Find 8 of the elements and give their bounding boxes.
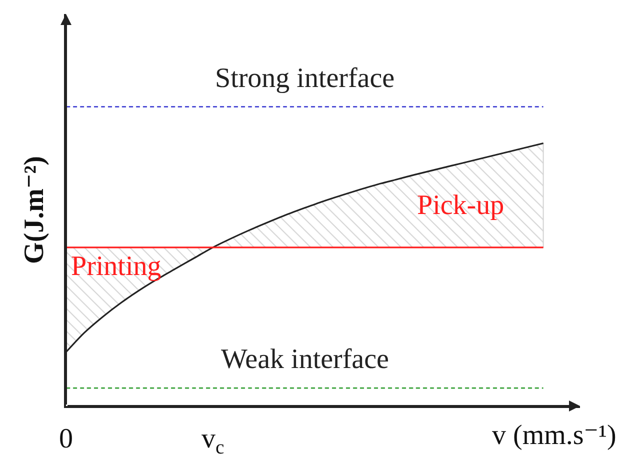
series-label: Weak interface bbox=[221, 344, 389, 375]
x-tick-label: 0 bbox=[59, 424, 73, 455]
x-axis-title: v (mm.s⁻¹) bbox=[492, 420, 616, 451]
x-tick-label: v$_{c}$ bbox=[202, 424, 225, 458]
series-label: Strong interface bbox=[215, 63, 395, 94]
annotation: Printing bbox=[71, 251, 162, 282]
y-axis-title: G(J.m⁻²) bbox=[19, 156, 50, 264]
annotation: Pick-up bbox=[417, 190, 504, 221]
